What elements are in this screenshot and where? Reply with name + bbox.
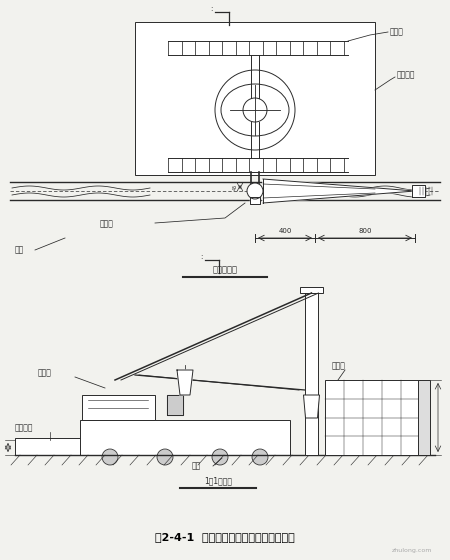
- Text: 锂控站: 锂控站: [38, 368, 52, 377]
- Polygon shape: [15, 438, 95, 455]
- Text: 400: 400: [278, 228, 292, 234]
- Circle shape: [215, 70, 295, 150]
- Polygon shape: [80, 420, 290, 455]
- Text: zhulong.com: zhulong.com: [392, 548, 432, 553]
- Text: 45: 45: [233, 184, 238, 190]
- Circle shape: [212, 449, 228, 465]
- Text: 平面示意图: 平面示意图: [212, 265, 238, 274]
- Circle shape: [157, 449, 173, 465]
- Text: 元地: 元地: [15, 245, 24, 254]
- Polygon shape: [263, 179, 415, 203]
- Text: :: :: [200, 254, 202, 260]
- Polygon shape: [250, 197, 260, 204]
- Polygon shape: [135, 22, 375, 175]
- Text: 元地: 元地: [192, 461, 201, 470]
- Polygon shape: [305, 293, 318, 455]
- Text: 锂控站: 锂控站: [390, 27, 404, 36]
- Polygon shape: [325, 380, 420, 455]
- Circle shape: [102, 449, 118, 465]
- Text: 图2-4-1  抓斗与套管钒机相对位置示意图: 图2-4-1 抓斗与套管钒机相对位置示意图: [155, 532, 295, 542]
- Text: 作业平台: 作业平台: [15, 423, 33, 432]
- Polygon shape: [418, 380, 430, 455]
- Polygon shape: [412, 185, 425, 197]
- Polygon shape: [300, 287, 323, 293]
- Polygon shape: [177, 370, 193, 395]
- Circle shape: [243, 98, 267, 122]
- Polygon shape: [82, 395, 155, 420]
- Text: 套管机: 套管机: [332, 361, 346, 370]
- Text: 800: 800: [358, 228, 372, 234]
- Polygon shape: [303, 395, 320, 418]
- Circle shape: [252, 449, 268, 465]
- Text: 1－1剖面图: 1－1剖面图: [204, 476, 232, 485]
- Text: 作业平台: 作业平台: [397, 71, 415, 80]
- Polygon shape: [167, 395, 183, 415]
- Text: :: :: [210, 6, 212, 12]
- Text: 套管机: 套管机: [100, 220, 114, 228]
- Circle shape: [247, 183, 263, 199]
